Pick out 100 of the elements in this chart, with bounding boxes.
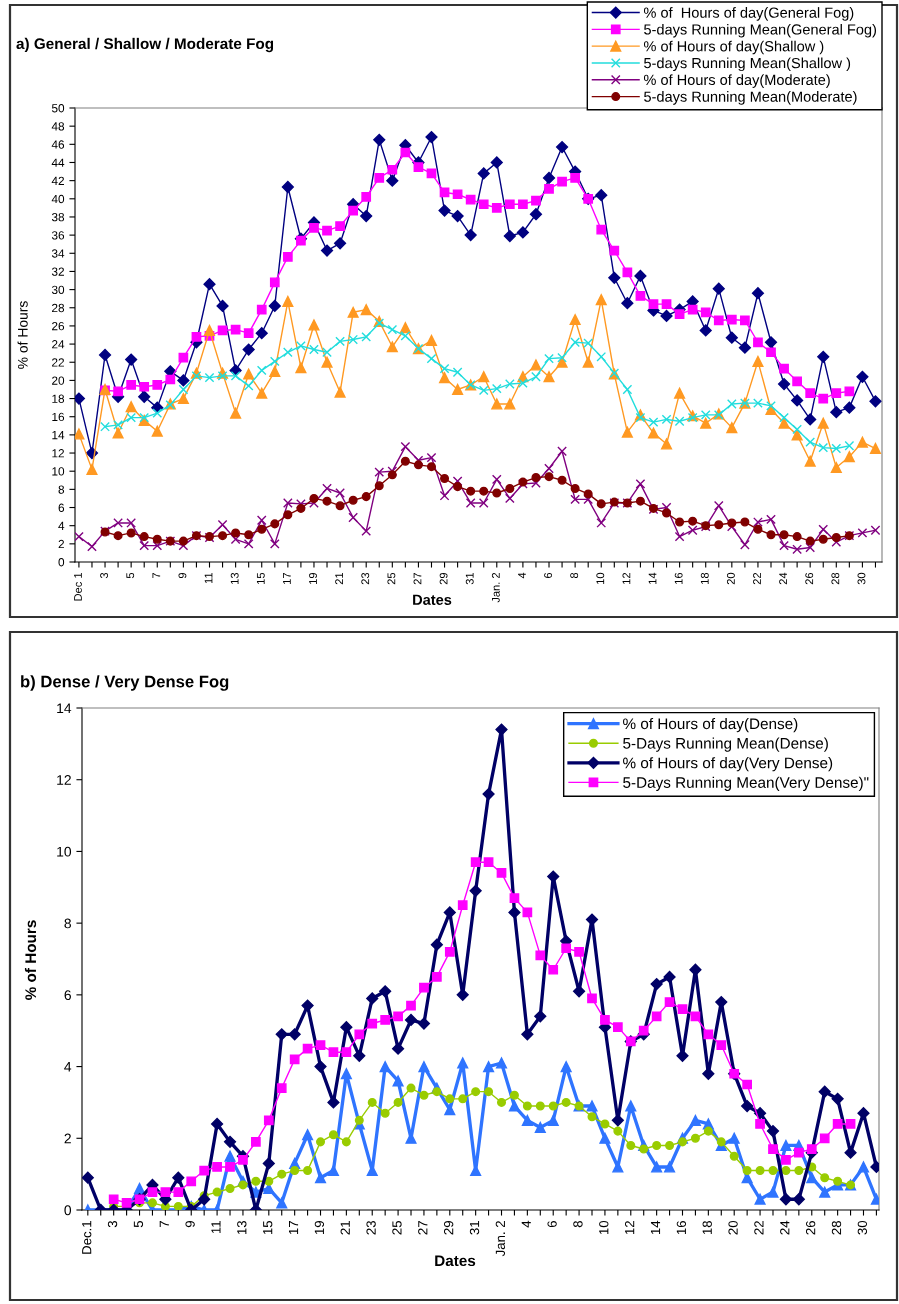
x-tick-label: 3 bbox=[107, 1221, 118, 1228]
x-tick-label: 9 bbox=[178, 572, 187, 579]
y-tick-label: 12 bbox=[57, 775, 71, 785]
legend-label: 5-days Running Mean(Moderate) bbox=[644, 91, 857, 105]
x-tick-label: 24 bbox=[780, 1220, 790, 1235]
y-tick-label: 20 bbox=[52, 376, 65, 385]
x-tick-label: 19 bbox=[314, 1221, 325, 1235]
x-tick-label: 16 bbox=[674, 572, 683, 584]
x-tick-label: 29 bbox=[443, 1221, 454, 1235]
y-tick-label: 12 bbox=[52, 449, 64, 458]
x-tick-label: 25 bbox=[387, 572, 396, 585]
y-tick-label: 42 bbox=[51, 176, 64, 185]
y-tick-label: 2 bbox=[58, 539, 64, 549]
x-tick-label: 26 bbox=[805, 572, 814, 585]
y-tick-label: 24 bbox=[52, 340, 65, 349]
x-tick-label: 30 bbox=[857, 1220, 868, 1235]
x-tick-label: 10 bbox=[599, 1220, 609, 1235]
legend-label: % of Hours of day(General Fog) bbox=[643, 7, 854, 21]
x-tick-label: 30 bbox=[857, 572, 866, 585]
legend-label: % of Hours of day(Dense) bbox=[623, 717, 798, 733]
y-tick-label: 28 bbox=[52, 303, 65, 313]
x-tick-label: 28 bbox=[831, 1220, 842, 1235]
y-tick-label: 38 bbox=[51, 212, 65, 222]
legend-label: 5-days Running Mean(Shallow ) bbox=[644, 57, 851, 72]
x-tick-label: 11 bbox=[211, 1221, 221, 1234]
x-tick-label: 12 bbox=[624, 1221, 635, 1235]
x-tick-label: 16 bbox=[676, 1221, 687, 1235]
x-tick-label: 18 bbox=[700, 572, 709, 584]
y-tick-label: 10 bbox=[57, 846, 72, 857]
y-tick-label: 6 bbox=[58, 503, 65, 512]
x-tick-label: 9 bbox=[185, 1221, 195, 1228]
y-tick-label: 32 bbox=[51, 267, 64, 276]
y-tick-label: 8 bbox=[64, 918, 71, 929]
legend-label: % of Hours of day(Very Dense) bbox=[623, 757, 833, 772]
x-tick-label: 13 bbox=[237, 1221, 247, 1235]
x-tick-label: 29 bbox=[439, 572, 448, 585]
x-tick-label: 27 bbox=[413, 572, 422, 585]
legend-label: 5-Days Running Mean(Dense) bbox=[623, 737, 828, 752]
x-tick-label: 7 bbox=[152, 572, 161, 579]
x-tick-label: 4 bbox=[521, 1220, 531, 1228]
x-tick-label: 26 bbox=[805, 1221, 816, 1235]
y-axis-title: % of Hours bbox=[17, 301, 28, 369]
y-tick-label: 50 bbox=[51, 104, 65, 113]
x-tick-label: 12 bbox=[622, 572, 631, 584]
y-tick-label: 30 bbox=[51, 285, 65, 294]
x-tick-label: 4 bbox=[518, 572, 526, 579]
x-tick-label: 23 bbox=[361, 572, 370, 585]
y-axis-title: % of Hours bbox=[24, 920, 37, 1000]
x-tick-label: 20 bbox=[726, 572, 735, 585]
y-tick-label: 34 bbox=[51, 249, 65, 258]
x-tick-label: 11 bbox=[204, 572, 213, 584]
x-tick-label: 13 bbox=[230, 572, 239, 584]
x-tick-label: 24 bbox=[779, 572, 787, 585]
x-tick-label: Dec.1 bbox=[82, 1221, 92, 1254]
x-axis-title: Dates bbox=[413, 594, 452, 605]
y-tick-label: 44 bbox=[51, 158, 65, 167]
y-tick-label: 48 bbox=[51, 122, 65, 131]
x-tick-label: 10 bbox=[596, 572, 605, 584]
x-tick-label: 17 bbox=[289, 1221, 299, 1235]
y-tick-label: 26 bbox=[52, 321, 65, 331]
x-tick-label: 25 bbox=[392, 1220, 402, 1235]
y-tick-label: 4 bbox=[58, 521, 65, 530]
y-tick-label: 8 bbox=[58, 485, 65, 494]
y-tick-label: 22 bbox=[52, 358, 64, 367]
y-tick-label: 40 bbox=[51, 194, 65, 204]
y-tick-label: 36 bbox=[51, 231, 65, 240]
y-tick-label: 16 bbox=[52, 412, 65, 422]
x-tick-label: 7 bbox=[159, 1221, 169, 1228]
y-tick-label: 2 bbox=[64, 1133, 71, 1144]
legend-label: 5-days Running Mean(General Fog) bbox=[644, 23, 877, 38]
chart-title: b) Dense / Very Dense Fog bbox=[21, 675, 229, 691]
y-tick-label: 4 bbox=[64, 1062, 72, 1072]
chart-title: a) General / Shallow / Moderate Fog bbox=[16, 37, 274, 53]
x-tick-label: 21 bbox=[335, 572, 343, 585]
x-tick-label: 22 bbox=[753, 572, 761, 585]
x-tick-label: 22 bbox=[754, 1221, 764, 1235]
x-tick-label: 5 bbox=[126, 572, 135, 579]
x-tick-label: 17 bbox=[283, 572, 291, 584]
x-tick-label: Jan. 2 bbox=[495, 1221, 506, 1257]
x-tick-label: 19 bbox=[309, 572, 317, 584]
x-tick-label: 20 bbox=[728, 1220, 738, 1235]
legend-label: 5-Days Running Mean(Very Dense)" bbox=[623, 776, 869, 791]
x-tick-label: 5 bbox=[133, 1220, 144, 1228]
x-tick-label: 3 bbox=[100, 572, 109, 579]
x-tick-label: 31 bbox=[465, 572, 474, 585]
x-tick-label: Jan. 2 bbox=[491, 572, 500, 603]
x-tick-label: 6 bbox=[547, 1221, 557, 1228]
y-tick-label: 0 bbox=[64, 1205, 72, 1216]
y-tick-label: 10 bbox=[52, 467, 65, 476]
y-tick-label: 46 bbox=[51, 140, 65, 149]
x-tick-label: 27 bbox=[418, 1221, 428, 1235]
x-tick-label: 14 bbox=[648, 572, 657, 584]
legend-label: % of Hours of day(Moderate) bbox=[643, 74, 830, 88]
legend-label: % of Hours of day(Shallow ) bbox=[643, 40, 824, 55]
x-tick-label: 31 bbox=[469, 1221, 480, 1235]
y-tick-label: 18 bbox=[52, 394, 65, 403]
y-tick-label: 14 bbox=[52, 431, 65, 440]
x-tick-label: 8 bbox=[573, 1220, 583, 1228]
y-tick-label: 0 bbox=[58, 558, 65, 567]
x-tick-label: 15 bbox=[263, 1220, 273, 1235]
